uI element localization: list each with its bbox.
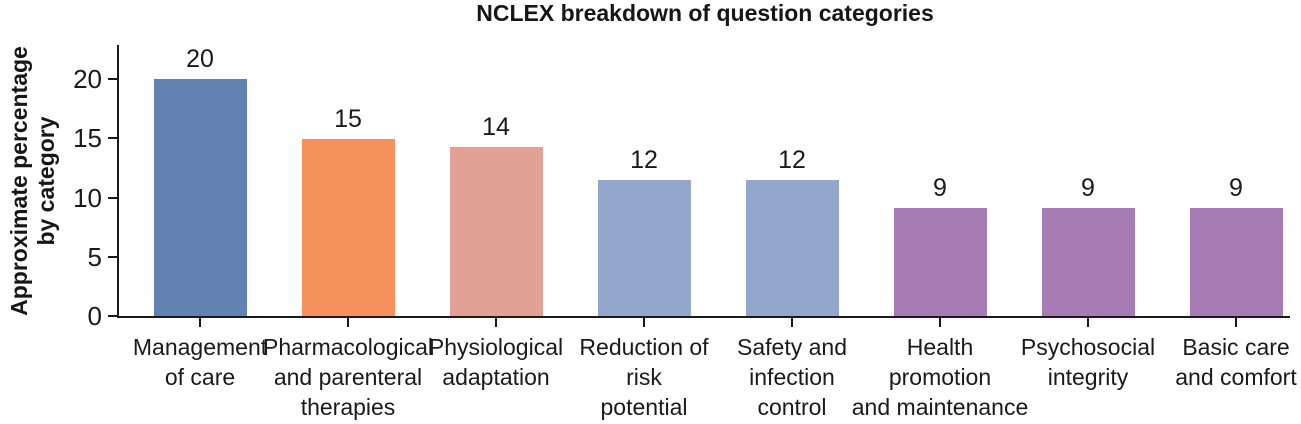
category-label: Psychosocial integrity bbox=[983, 332, 1193, 392]
category-label-line: control bbox=[757, 394, 827, 420]
x-tick-mark bbox=[1235, 318, 1237, 327]
category-label: Management of care bbox=[95, 332, 305, 392]
category-label-line: integrity bbox=[1047, 364, 1129, 390]
x-tick-mark bbox=[347, 318, 349, 327]
category-label-line: Physiological bbox=[428, 334, 564, 360]
y-axis-label-line1: Approximate percentage bbox=[6, 46, 32, 316]
category-label-line: and comfort bbox=[1175, 364, 1297, 390]
x-tick-mark bbox=[791, 318, 793, 327]
y-tick-label: 5 bbox=[87, 241, 102, 272]
category-label-line: therapies bbox=[300, 394, 396, 420]
plot-area: 0 5 10 15 20 20 Management of care 15 Pharmacolog… bbox=[73, 45, 1297, 420]
bar-value-label: 15 bbox=[334, 105, 362, 134]
category-label-line: of care bbox=[164, 364, 236, 390]
category-label: Reduction of risk potential bbox=[539, 332, 749, 422]
bar bbox=[597, 179, 691, 316]
category-label-line: and maintenance bbox=[851, 394, 1029, 420]
y-tick-mark bbox=[108, 196, 117, 199]
y-tick-label: 0 bbox=[87, 301, 102, 331]
bar-value-label: 12 bbox=[778, 145, 806, 174]
y-tick-label: 15 bbox=[73, 123, 102, 154]
x-tick-mark bbox=[495, 318, 497, 327]
category-label-line: risk bbox=[626, 364, 662, 390]
category-label-line: Basic care bbox=[1182, 334, 1290, 360]
bar bbox=[1041, 208, 1135, 316]
bar bbox=[449, 146, 543, 316]
bar bbox=[153, 79, 247, 316]
category-label-line: Psychosocial bbox=[1020, 334, 1156, 360]
category-label: Basic care and comfort bbox=[1131, 332, 1301, 392]
bar-value-label: 9 bbox=[1229, 174, 1243, 203]
bar-value-label: 14 bbox=[482, 112, 510, 141]
category-label-line: infection bbox=[749, 364, 835, 390]
category-label-line: promotion bbox=[888, 364, 992, 390]
x-tick-mark bbox=[199, 318, 201, 327]
category-label-line: potential bbox=[600, 394, 688, 420]
category-label-line: Management bbox=[132, 334, 268, 360]
category-label-line: Safety and bbox=[737, 334, 847, 360]
category-label-line: adaptation bbox=[442, 364, 550, 390]
category-label-line: Health bbox=[906, 334, 974, 360]
bar-value-label: 20 bbox=[186, 45, 214, 73]
x-tick-mark bbox=[643, 318, 645, 327]
category-label-line: Pharmacological bbox=[262, 334, 434, 360]
category-label: Health promotion and maintenance bbox=[835, 332, 1045, 422]
x-tick-mark bbox=[1087, 318, 1089, 327]
y-tick-mark bbox=[108, 78, 117, 80]
category-label-line: and parenteral bbox=[273, 364, 423, 390]
category-label: Pharmacological and parenteral therapies bbox=[243, 332, 453, 422]
y-axis-line bbox=[117, 45, 119, 318]
y-tick-label: 10 bbox=[73, 182, 102, 213]
chart-title: NCLEX breakdown of question categories bbox=[476, 0, 934, 26]
bar bbox=[745, 179, 839, 316]
y-tick-label: 20 bbox=[73, 64, 102, 94]
category-label: Physiological adaptation bbox=[391, 332, 601, 392]
bar-value-label: 12 bbox=[630, 145, 658, 174]
x-axis-line bbox=[117, 316, 1290, 318]
y-tick-mark bbox=[108, 255, 117, 258]
y-tick-mark bbox=[108, 315, 117, 317]
x-tick-mark bbox=[939, 318, 941, 327]
category-label: Safety and infection control bbox=[687, 332, 897, 422]
category-label-line: Reduction of bbox=[579, 334, 709, 360]
bar bbox=[301, 139, 395, 316]
y-axis-label: Approximate percentage by category bbox=[6, 46, 60, 316]
bar bbox=[893, 208, 987, 316]
bar bbox=[1189, 208, 1283, 316]
y-axis-label-line2: by category bbox=[33, 116, 59, 246]
bar-value-label: 9 bbox=[1081, 174, 1095, 203]
y-tick-mark bbox=[108, 137, 117, 140]
bar-value-label: 9 bbox=[933, 174, 947, 203]
